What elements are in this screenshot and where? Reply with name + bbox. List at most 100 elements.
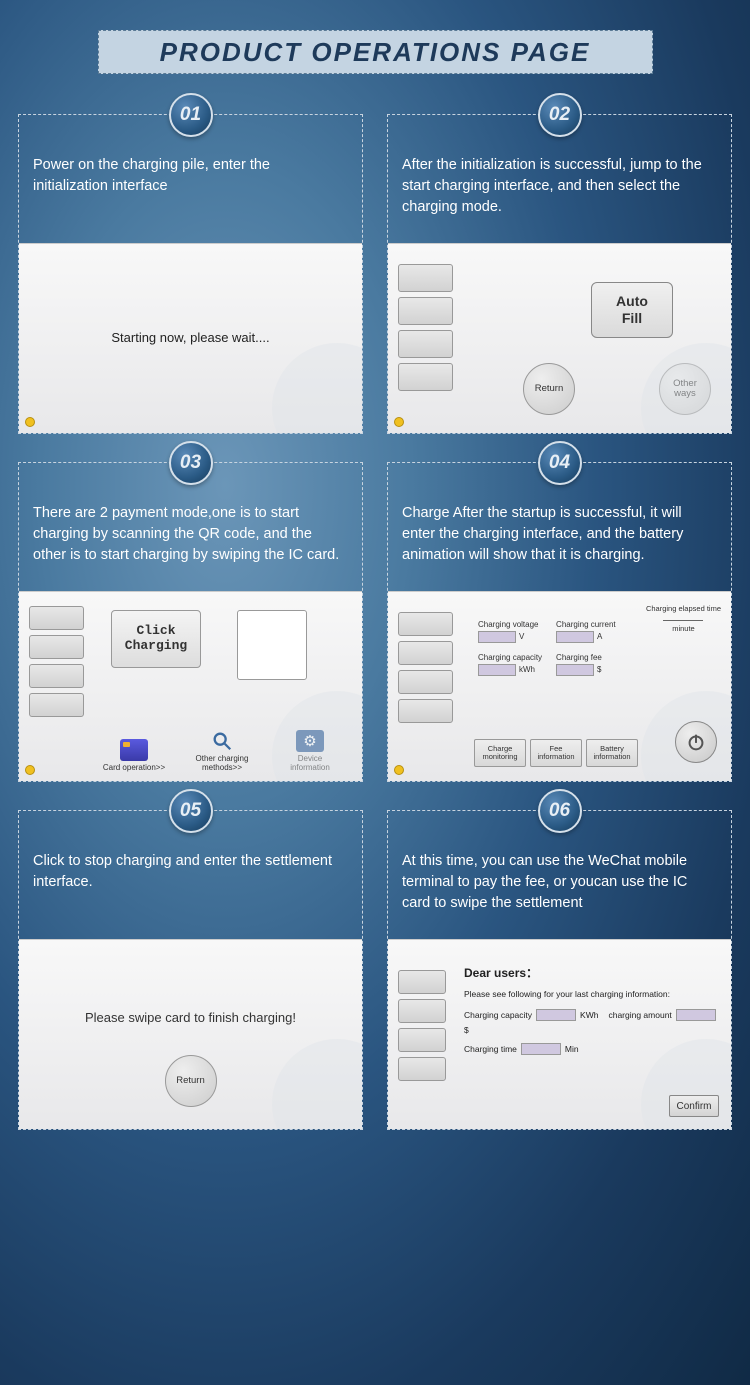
settlement-row-1: Charging capacity KWh charging amount $: [464, 1009, 721, 1035]
steps-grid: 01 Power on the charging pile, enter the…: [0, 114, 750, 1130]
side-slot[interactable]: [29, 635, 84, 659]
device-info-button[interactable]: Device information: [275, 730, 345, 773]
metric-unit: A: [597, 632, 602, 641]
side-slot[interactable]: [398, 264, 453, 292]
info-icon[interactable]: [25, 765, 35, 775]
tab-row: Charge monitoring Fee information Batter…: [474, 739, 638, 767]
step-description: After the initialization is successful, …: [388, 143, 731, 243]
side-slot-list: [398, 970, 446, 1081]
return-button[interactable]: Return: [165, 1055, 217, 1107]
finish-message: Please swipe card to finish charging!: [19, 1010, 362, 1025]
metric-voltage: Charging voltage V: [478, 620, 542, 643]
amount-unit: $: [464, 1025, 469, 1035]
settlement-sub: Please see following for your last charg…: [464, 989, 721, 999]
time-label: Charging time: [464, 1044, 517, 1054]
step-description: At this time, you can use the WeChat mob…: [388, 839, 731, 939]
step-badge: 05: [169, 789, 213, 833]
other-ways-button[interactable]: Other ways: [659, 363, 711, 415]
metric-unit: V: [519, 632, 524, 641]
time-unit: Min: [565, 1044, 579, 1054]
side-slot[interactable]: [398, 330, 453, 358]
metric-current: Charging current A: [556, 620, 620, 643]
metric-label: Charging capacity: [478, 653, 542, 662]
elapsed-unit: minute: [672, 624, 695, 633]
metric-label: Charging voltage: [478, 620, 542, 629]
power-button[interactable]: [675, 721, 717, 763]
click-charging-button[interactable]: Click Charging: [111, 610, 201, 668]
info-icon[interactable]: [25, 417, 35, 427]
capacity-label: Charging capacity: [464, 1010, 532, 1020]
tab-fee-information[interactable]: Fee information: [530, 739, 582, 767]
side-slot[interactable]: [398, 612, 453, 636]
side-slot-list: [398, 612, 453, 723]
side-slot[interactable]: [398, 970, 446, 994]
screen-settlement: Dear users： Please see following for you…: [388, 939, 731, 1129]
metric-label: Charging fee: [556, 653, 620, 662]
side-slot[interactable]: [29, 664, 84, 688]
card-icon: [120, 739, 148, 761]
step-description: Click to stop charging and enter the set…: [19, 839, 362, 939]
gear-icon: [296, 730, 324, 752]
step-badge: 02: [538, 93, 582, 137]
metric-value-box: [556, 631, 594, 643]
side-slot[interactable]: [29, 693, 84, 717]
device-info-label: Device information: [290, 755, 330, 773]
capacity-unit: KWh: [580, 1010, 598, 1020]
side-slot[interactable]: [398, 1028, 446, 1052]
elapsed-time: Charging elapsed time minute: [646, 604, 721, 633]
page-title: PRODUCT OPERATIONS PAGE: [98, 30, 653, 74]
side-slot-list: [29, 606, 84, 717]
screen-finish: Please swipe card to finish charging! Re…: [19, 939, 362, 1129]
initializing-text: Starting now, please wait....: [19, 330, 362, 345]
step-description: Charge After the startup is successful, …: [388, 491, 731, 591]
side-slot[interactable]: [398, 699, 453, 723]
amount-label: charging amount: [608, 1010, 671, 1020]
card-operation-button[interactable]: Card operation>>: [99, 739, 169, 773]
step-05: 05 Click to stop charging and enter the …: [18, 810, 363, 1130]
capacity-value-box: [536, 1009, 576, 1021]
screen-payment-mode: Click Charging Card operation>> Other ch…: [19, 591, 362, 781]
screen-init: Starting now, please wait....: [19, 243, 362, 433]
step-badge: 03: [169, 441, 213, 485]
power-icon: [685, 731, 707, 753]
bottom-action-row: Card operation>> Other charging methods>…: [99, 730, 345, 773]
metric-value-box: [478, 631, 516, 643]
metric-capacity: Charging capacity kWh: [478, 653, 542, 676]
card-operation-label: Card operation>>: [103, 764, 165, 773]
elapsed-label: Charging elapsed time: [646, 604, 721, 614]
qr-code-box[interactable]: [237, 610, 307, 680]
step-02: 02 After the initialization is successfu…: [387, 114, 732, 434]
metric-value-box: [478, 664, 516, 676]
step-description: Power on the charging pile, enter the in…: [19, 143, 362, 243]
metric-unit: $: [597, 665, 601, 674]
amount-value-box: [676, 1009, 716, 1021]
settlement-row-2: Charging time Min: [464, 1043, 721, 1055]
side-slot[interactable]: [398, 999, 446, 1023]
side-slot[interactable]: [398, 363, 453, 391]
side-slot[interactable]: [398, 670, 453, 694]
side-slot-list: [398, 264, 453, 391]
side-slot[interactable]: [398, 641, 453, 665]
other-methods-button[interactable]: Other charging methods>>: [187, 730, 257, 773]
screen-mode-select: Auto Fill Return Other ways: [388, 243, 731, 433]
time-value-box: [521, 1043, 561, 1055]
tab-charge-monitoring[interactable]: Charge monitoring: [474, 739, 526, 767]
screen-charging: Charging elapsed time minute Charging vo…: [388, 591, 731, 781]
info-icon[interactable]: [394, 765, 404, 775]
side-slot[interactable]: [398, 297, 453, 325]
info-icon[interactable]: [394, 417, 404, 427]
step-badge: 06: [538, 789, 582, 833]
metric-value-box: [556, 664, 594, 676]
step-06: 06 At this time, you can use the WeChat …: [387, 810, 732, 1130]
confirm-button[interactable]: Confirm: [669, 1095, 719, 1117]
return-button[interactable]: Return: [523, 363, 575, 415]
auto-fill-button[interactable]: Auto Fill: [591, 282, 673, 338]
side-slot[interactable]: [398, 1057, 446, 1081]
side-slot[interactable]: [29, 606, 84, 630]
tab-battery-information[interactable]: Battery information: [586, 739, 638, 767]
other-methods-label: Other charging methods>>: [196, 755, 249, 773]
step-04: 04 Charge After the startup is successfu…: [387, 462, 732, 782]
metric-fee: Charging fee $: [556, 653, 620, 676]
settlement-body: Dear users： Please see following for you…: [464, 964, 721, 1063]
metric-label: Charging current: [556, 620, 620, 629]
